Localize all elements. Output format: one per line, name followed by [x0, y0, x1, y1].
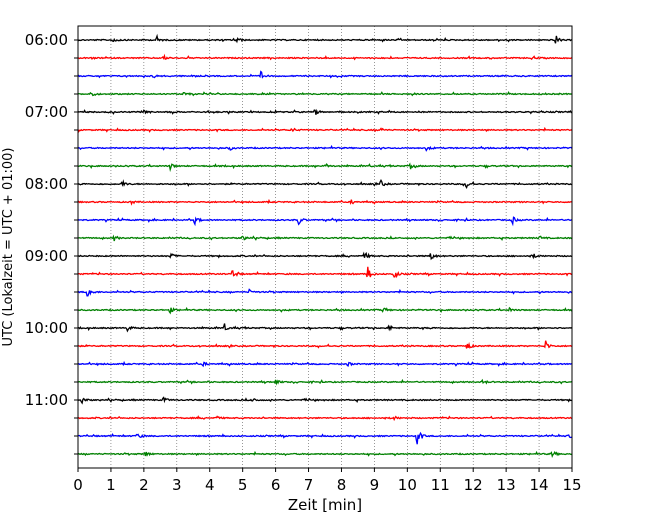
x-tick-label: 1	[106, 476, 116, 494]
trace-0945	[77, 306, 573, 315]
trace-0845	[77, 234, 573, 242]
y-tick-label: 10:00	[25, 319, 68, 337]
trace-0900	[77, 251, 573, 261]
trace-0815	[77, 198, 573, 206]
x-tick-label: 11	[431, 476, 450, 494]
x-axis-ticks: 0 1 2 3 4 5 6 7 8 9 10 11 12 13 14 15	[73, 468, 582, 494]
y-tick-label: 07:00	[25, 103, 68, 121]
trace-group	[77, 33, 573, 458]
plot-background	[78, 26, 572, 468]
x-tick-label: 7	[304, 476, 314, 494]
trace-1100	[77, 396, 573, 405]
x-tick-label: 4	[205, 476, 215, 494]
trace-0830	[77, 216, 573, 227]
trace-0700	[77, 108, 573, 115]
trace-0615	[77, 53, 573, 61]
x-tick-label: 10	[398, 476, 417, 494]
trace-1115	[77, 415, 573, 422]
x-tick-label: 6	[271, 476, 281, 494]
x-tick-label: 12	[464, 476, 483, 494]
trace-1000	[77, 323, 573, 333]
y-tick-label: 09:00	[25, 247, 68, 265]
y-tick-label: 08:00	[25, 175, 68, 193]
x-tick-label: 9	[370, 476, 380, 494]
trace-0630	[77, 70, 573, 79]
x-tick-label: 14	[530, 476, 549, 494]
trace-1045	[77, 378, 573, 386]
y-tick-label: 11:00	[25, 391, 68, 409]
x-tick-label: 5	[238, 476, 248, 494]
trace-1030	[77, 360, 573, 368]
x-tick-label: 3	[172, 476, 182, 494]
y-axis-title: UTC (Lokalzeit = UTC + 01:00)	[1, 148, 16, 347]
trace-0730	[77, 144, 573, 152]
x-tick-label: 15	[562, 476, 581, 494]
x-tick-label: 2	[139, 476, 149, 494]
x-axis-title: Zeit [min]	[288, 496, 362, 514]
trace-0915	[77, 266, 573, 279]
trace-0600	[77, 33, 573, 44]
trace-1130	[77, 431, 573, 445]
trace-0800	[77, 179, 573, 190]
x-tick-label: 13	[497, 476, 516, 494]
trace-0715	[77, 126, 573, 133]
trace-1015	[77, 340, 573, 349]
trace-0645	[77, 90, 573, 97]
trace-1145	[77, 450, 573, 458]
x-tick-label: 8	[337, 476, 347, 494]
trace-0745	[77, 162, 573, 173]
plot-frame	[77, 25, 573, 469]
y-tick-label: 06:00	[25, 31, 68, 49]
y-axis-ticks: 06:00 07:00 08:00 09:00 10:00 11:00	[25, 31, 78, 455]
trace-0930	[77, 288, 573, 297]
x-tick-label: 0	[73, 476, 83, 494]
